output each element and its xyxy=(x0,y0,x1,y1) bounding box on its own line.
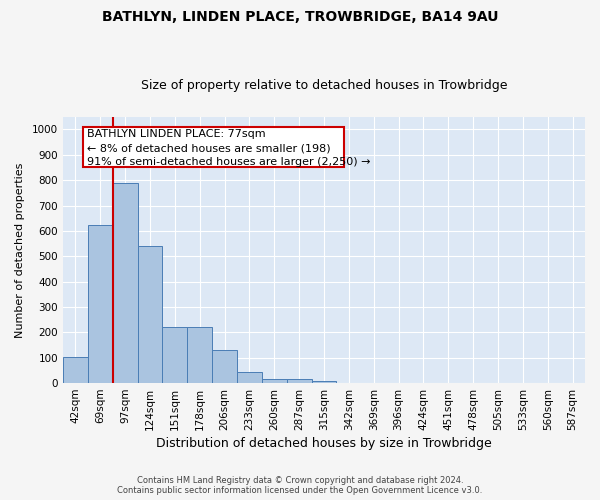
Y-axis label: Number of detached properties: Number of detached properties xyxy=(15,162,25,338)
Text: BATHLYN LINDEN PLACE: 77sqm
← 8% of detached houses are smaller (198)
91% of sem: BATHLYN LINDEN PLACE: 77sqm ← 8% of deta… xyxy=(86,130,370,168)
Bar xyxy=(88,224,113,383)
Bar xyxy=(137,246,163,383)
Bar xyxy=(287,380,311,383)
FancyBboxPatch shape xyxy=(83,127,344,167)
Text: Contains HM Land Registry data © Crown copyright and database right 2024.
Contai: Contains HM Land Registry data © Crown c… xyxy=(118,476,482,495)
Bar xyxy=(262,378,287,383)
Bar xyxy=(212,350,237,383)
Title: Size of property relative to detached houses in Trowbridge: Size of property relative to detached ho… xyxy=(141,79,507,92)
Bar xyxy=(187,328,212,383)
Bar xyxy=(311,380,337,383)
Bar xyxy=(163,328,187,383)
Bar xyxy=(113,182,137,383)
X-axis label: Distribution of detached houses by size in Trowbridge: Distribution of detached houses by size … xyxy=(156,437,492,450)
Text: BATHLYN, LINDEN PLACE, TROWBRIDGE, BA14 9AU: BATHLYN, LINDEN PLACE, TROWBRIDGE, BA14 … xyxy=(102,10,498,24)
Bar xyxy=(63,357,88,383)
Bar xyxy=(237,372,262,383)
